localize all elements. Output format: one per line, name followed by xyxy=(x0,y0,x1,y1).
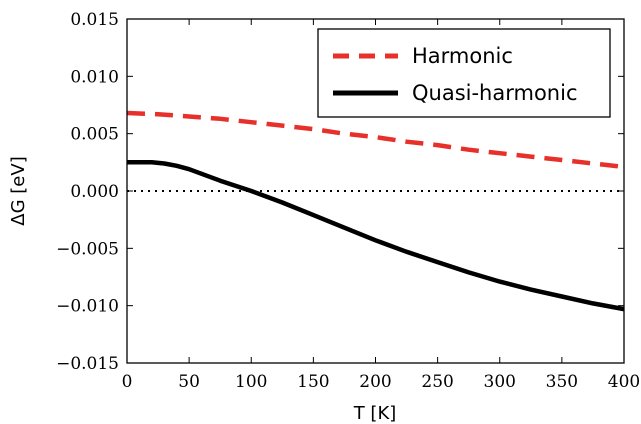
x-tick-label: 150 xyxy=(297,372,329,392)
y-axis-label: ΔG [eV] xyxy=(8,156,29,225)
legend-box xyxy=(317,28,611,118)
x-tick-label: 200 xyxy=(359,372,391,392)
legend-label-quasi-harmonic: Quasi-harmonic xyxy=(412,81,578,105)
y-tick-label: −0.010 xyxy=(56,297,119,317)
x-tick-label: 50 xyxy=(178,372,200,392)
series-line-quasi-harmonic xyxy=(127,160,625,312)
y-tick-label: 0.000 xyxy=(70,182,119,202)
legend-label-harmonic: Harmonic xyxy=(412,44,513,68)
x-tick-label: 400 xyxy=(608,372,640,392)
y-tick-label: 0.010 xyxy=(70,67,119,87)
y-tick-label: −0.005 xyxy=(56,239,119,259)
x-tick-label: 350 xyxy=(546,372,578,392)
x-tick-label: 300 xyxy=(484,372,516,392)
plot-frame xyxy=(126,18,625,364)
x-tick-label: 0 xyxy=(122,372,133,392)
y-tick-label: −0.015 xyxy=(56,354,119,374)
y-tick-label: 0.005 xyxy=(70,125,119,145)
legend: Harmonic Quasi-harmonic xyxy=(317,28,611,118)
x-axis-label: T [K] xyxy=(353,403,397,424)
x-tick-label: 100 xyxy=(235,372,267,392)
x-tick-label: 250 xyxy=(421,372,453,392)
y-tick-label: 0.015 xyxy=(70,10,119,30)
